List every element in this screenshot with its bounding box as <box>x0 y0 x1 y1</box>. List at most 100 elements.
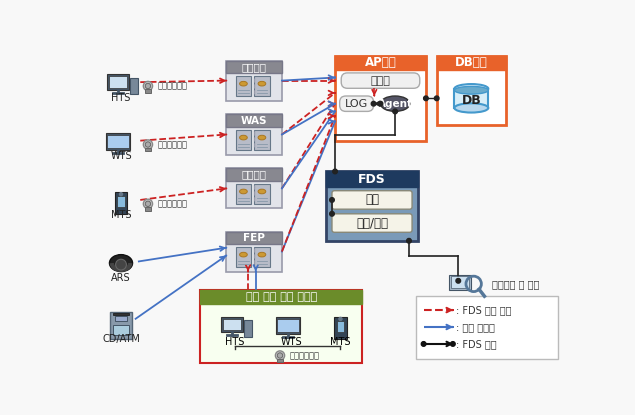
Circle shape <box>393 109 398 114</box>
Text: 수집: 수집 <box>365 193 379 206</box>
FancyBboxPatch shape <box>223 319 241 330</box>
FancyBboxPatch shape <box>326 171 418 187</box>
Text: WTS: WTS <box>281 337 302 347</box>
Text: ARS: ARS <box>111 273 131 283</box>
Ellipse shape <box>455 86 488 94</box>
Circle shape <box>330 198 334 202</box>
Ellipse shape <box>258 81 266 86</box>
Text: 단말정보수집: 단말정보수집 <box>157 81 187 90</box>
Ellipse shape <box>455 103 488 112</box>
Circle shape <box>421 342 426 346</box>
FancyBboxPatch shape <box>236 76 251 96</box>
Circle shape <box>406 239 411 243</box>
FancyBboxPatch shape <box>107 74 129 90</box>
FancyBboxPatch shape <box>227 115 282 154</box>
FancyBboxPatch shape <box>254 130 270 150</box>
FancyBboxPatch shape <box>113 325 129 335</box>
Text: HTS: HTS <box>111 93 131 103</box>
FancyBboxPatch shape <box>200 290 362 363</box>
Text: AP서버: AP서버 <box>364 56 396 69</box>
Circle shape <box>451 342 455 346</box>
FancyBboxPatch shape <box>341 73 420 88</box>
Text: Agent: Agent <box>378 99 413 109</box>
FancyBboxPatch shape <box>221 317 243 332</box>
FancyBboxPatch shape <box>105 133 130 150</box>
FancyBboxPatch shape <box>110 312 132 339</box>
Text: 서비스: 서비스 <box>371 76 391 85</box>
FancyBboxPatch shape <box>254 76 270 96</box>
Text: MTS: MTS <box>330 337 351 347</box>
Circle shape <box>371 101 376 106</box>
FancyBboxPatch shape <box>115 192 127 214</box>
FancyBboxPatch shape <box>107 134 129 148</box>
Text: DB: DB <box>462 94 481 107</box>
Ellipse shape <box>380 96 410 111</box>
FancyBboxPatch shape <box>109 76 127 88</box>
Text: 단말정보수집: 단말정보수집 <box>157 140 187 149</box>
Circle shape <box>144 140 152 149</box>
Text: HTS: HTS <box>225 337 244 347</box>
Text: 분석/탐지: 분석/탐지 <box>356 217 388 229</box>
FancyBboxPatch shape <box>276 317 300 334</box>
Ellipse shape <box>258 135 266 140</box>
Ellipse shape <box>239 81 247 86</box>
FancyBboxPatch shape <box>437 56 506 125</box>
FancyBboxPatch shape <box>416 296 558 359</box>
Circle shape <box>144 199 152 208</box>
Ellipse shape <box>258 252 266 257</box>
Text: DB서버: DB서버 <box>455 56 488 69</box>
FancyBboxPatch shape <box>145 207 151 211</box>
Text: LOG: LOG <box>345 99 368 109</box>
Circle shape <box>456 278 460 283</box>
Text: WTS: WTS <box>110 151 132 161</box>
Circle shape <box>434 96 439 100</box>
Text: CD/ATM: CD/ATM <box>102 334 140 344</box>
Circle shape <box>145 142 150 147</box>
Text: FEP: FEP <box>243 233 265 243</box>
FancyBboxPatch shape <box>244 320 252 337</box>
Ellipse shape <box>239 252 247 257</box>
Ellipse shape <box>239 135 247 140</box>
FancyBboxPatch shape <box>227 61 282 100</box>
FancyBboxPatch shape <box>227 168 282 181</box>
FancyBboxPatch shape <box>449 275 471 290</box>
Text: WAS: WAS <box>241 116 267 126</box>
FancyBboxPatch shape <box>335 56 426 141</box>
FancyBboxPatch shape <box>332 191 412 209</box>
Text: 단말정보수집: 단말정보수집 <box>157 199 187 208</box>
Circle shape <box>378 101 383 106</box>
Circle shape <box>145 201 150 207</box>
Circle shape <box>333 169 337 174</box>
FancyBboxPatch shape <box>277 319 299 332</box>
FancyBboxPatch shape <box>115 316 127 321</box>
FancyBboxPatch shape <box>117 196 125 207</box>
FancyBboxPatch shape <box>227 232 282 271</box>
FancyBboxPatch shape <box>227 232 282 244</box>
Text: : 기존 서비스: : 기존 서비스 <box>456 322 495 332</box>
FancyBboxPatch shape <box>340 96 373 111</box>
Text: 모니터링 및 감사: 모니터링 및 감사 <box>492 279 540 289</box>
Ellipse shape <box>239 189 247 194</box>
Text: FDS: FDS <box>358 173 386 186</box>
Text: 접속서버: 접속서버 <box>242 62 267 72</box>
Circle shape <box>119 193 123 196</box>
FancyBboxPatch shape <box>145 89 151 93</box>
FancyBboxPatch shape <box>334 317 347 339</box>
FancyBboxPatch shape <box>113 313 129 315</box>
FancyBboxPatch shape <box>451 276 469 288</box>
FancyBboxPatch shape <box>200 290 362 304</box>
FancyBboxPatch shape <box>437 56 506 70</box>
Text: MTS: MTS <box>110 210 131 220</box>
FancyBboxPatch shape <box>227 168 282 208</box>
Text: 자체 매체 사용 증권사: 자체 매체 사용 증권사 <box>246 292 317 302</box>
Circle shape <box>144 81 152 90</box>
FancyBboxPatch shape <box>227 115 282 127</box>
Circle shape <box>116 259 126 270</box>
Circle shape <box>424 96 428 100</box>
Ellipse shape <box>258 189 266 194</box>
Circle shape <box>276 351 284 360</box>
Text: : FDS 정보 전송: : FDS 정보 전송 <box>456 305 511 315</box>
FancyBboxPatch shape <box>455 89 488 108</box>
FancyBboxPatch shape <box>337 321 344 332</box>
FancyBboxPatch shape <box>332 214 412 232</box>
